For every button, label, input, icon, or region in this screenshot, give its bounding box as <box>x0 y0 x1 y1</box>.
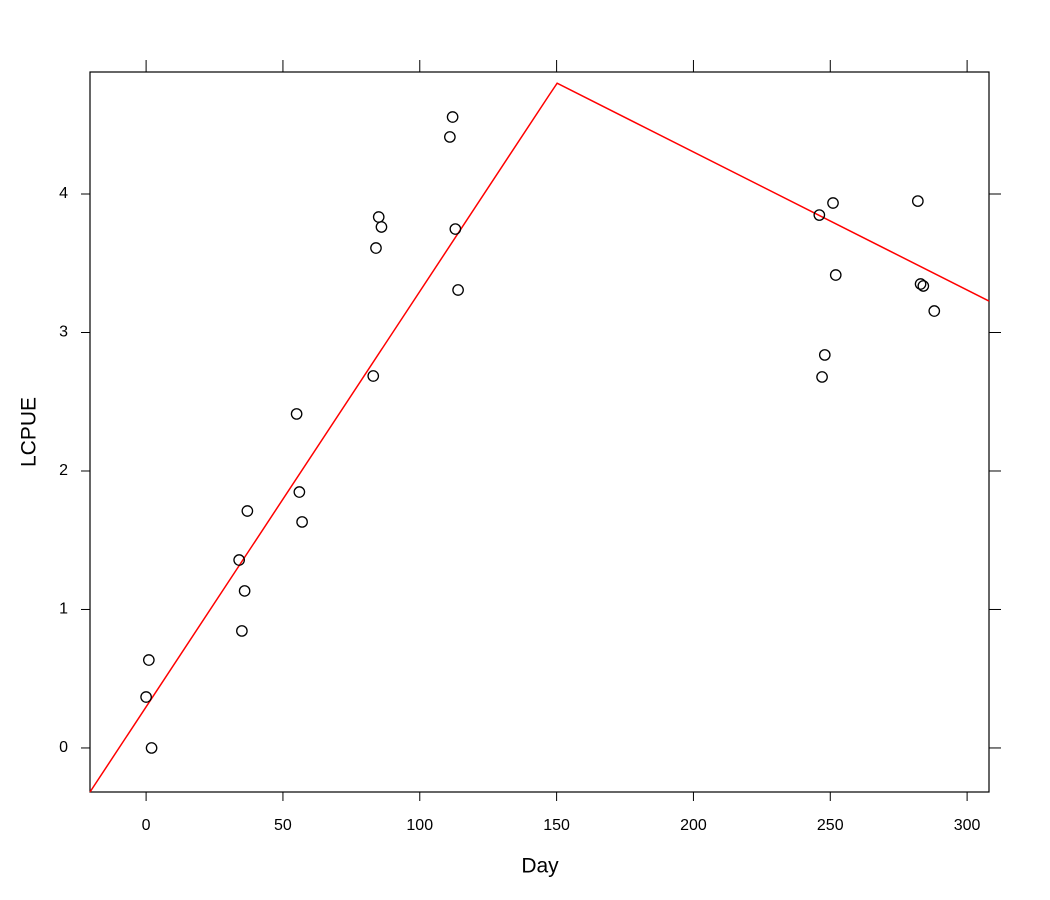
point <box>827 197 839 209</box>
point <box>375 221 388 233</box>
point <box>370 242 382 254</box>
point <box>140 691 152 703</box>
point <box>372 211 385 223</box>
point <box>928 305 941 317</box>
point <box>293 486 306 498</box>
point <box>813 209 826 221</box>
x-tick-label: 250 <box>817 817 844 834</box>
point <box>236 625 248 637</box>
point <box>914 278 927 290</box>
point <box>367 370 380 382</box>
x-axis-title: Day <box>521 855 559 878</box>
point <box>290 408 303 420</box>
point <box>818 349 831 361</box>
y-tick-label: 2 <box>59 462 68 479</box>
point <box>233 554 245 566</box>
point <box>911 195 924 207</box>
x-tick-label: 100 <box>406 817 433 834</box>
point <box>241 505 254 517</box>
y-axis-title: LCPUE <box>18 397 41 467</box>
x-tick-label: 300 <box>954 817 981 834</box>
point <box>296 516 308 528</box>
y-tick-label: 0 <box>59 739 68 756</box>
point <box>816 371 828 383</box>
x-tick-label: 200 <box>680 817 707 834</box>
y-tick-label: 4 <box>59 185 68 202</box>
point <box>829 269 842 281</box>
point <box>142 654 155 666</box>
plot-frame <box>89 71 990 793</box>
fit-line <box>89 82 990 793</box>
y-tick-label: 3 <box>59 324 68 341</box>
point <box>917 280 930 292</box>
y-tick-label: 1 <box>59 601 68 618</box>
x-tick-label: 0 <box>142 817 151 834</box>
x-tick-label: 50 <box>274 817 292 834</box>
point <box>238 585 251 597</box>
point <box>145 742 158 754</box>
point <box>452 284 464 296</box>
x-tick-label: 150 <box>543 817 570 834</box>
point <box>444 131 456 143</box>
point <box>449 223 462 235</box>
point <box>446 111 459 123</box>
